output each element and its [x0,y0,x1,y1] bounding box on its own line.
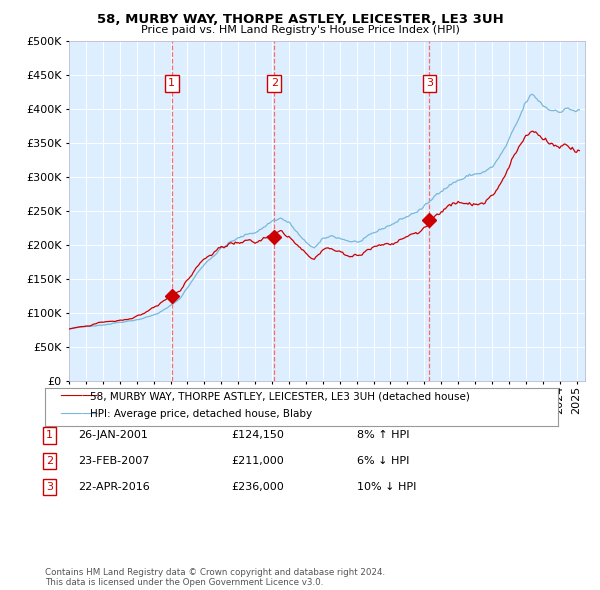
Text: 10% ↓ HPI: 10% ↓ HPI [357,483,416,492]
Text: 3: 3 [426,78,433,88]
Text: 22-APR-2016: 22-APR-2016 [78,483,150,492]
Text: HPI: Average price, detached house, Blaby: HPI: Average price, detached house, Blab… [90,409,312,419]
Text: ─────: ───── [60,408,97,421]
Text: Price paid vs. HM Land Registry's House Price Index (HPI): Price paid vs. HM Land Registry's House … [140,25,460,35]
Text: 1: 1 [46,431,53,440]
Text: 2: 2 [271,78,278,88]
Text: 8% ↑ HPI: 8% ↑ HPI [357,431,409,440]
Text: 23-FEB-2007: 23-FEB-2007 [78,457,149,466]
Text: 6% ↓ HPI: 6% ↓ HPI [357,457,409,466]
Text: £211,000: £211,000 [231,457,284,466]
Text: 1: 1 [168,78,175,88]
Text: 3: 3 [46,483,53,492]
Text: 58, MURBY WAY, THORPE ASTLEY, LEICESTER, LE3 3UH: 58, MURBY WAY, THORPE ASTLEY, LEICESTER,… [97,13,503,26]
Text: 2: 2 [46,457,53,466]
Text: £236,000: £236,000 [231,483,284,492]
Text: ─────: ───── [60,390,97,403]
Text: £124,150: £124,150 [231,431,284,440]
Text: 26-JAN-2001: 26-JAN-2001 [78,431,148,440]
Text: Contains HM Land Registry data © Crown copyright and database right 2024.
This d: Contains HM Land Registry data © Crown c… [45,568,385,587]
Text: 58, MURBY WAY, THORPE ASTLEY, LEICESTER, LE3 3UH (detached house): 58, MURBY WAY, THORPE ASTLEY, LEICESTER,… [90,392,470,401]
